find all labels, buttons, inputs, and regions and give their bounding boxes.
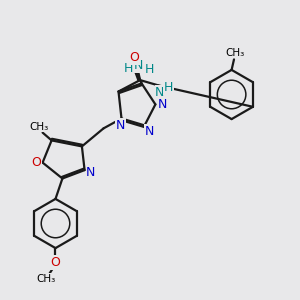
Text: CH₃: CH₃ [36, 274, 55, 284]
Text: O: O [31, 155, 41, 169]
Text: H: H [164, 81, 173, 94]
Text: CH₃: CH₃ [226, 47, 245, 58]
Text: H: H [124, 62, 134, 75]
Text: CH₃: CH₃ [29, 122, 49, 132]
Text: O: O [51, 256, 60, 269]
Text: N: N [86, 166, 96, 179]
Text: O: O [129, 51, 139, 64]
Text: N: N [116, 118, 125, 132]
Text: N: N [155, 85, 165, 99]
Text: N: N [144, 125, 154, 138]
Text: N: N [134, 59, 143, 72]
Text: H: H [144, 63, 154, 76]
Text: N: N [157, 98, 167, 111]
